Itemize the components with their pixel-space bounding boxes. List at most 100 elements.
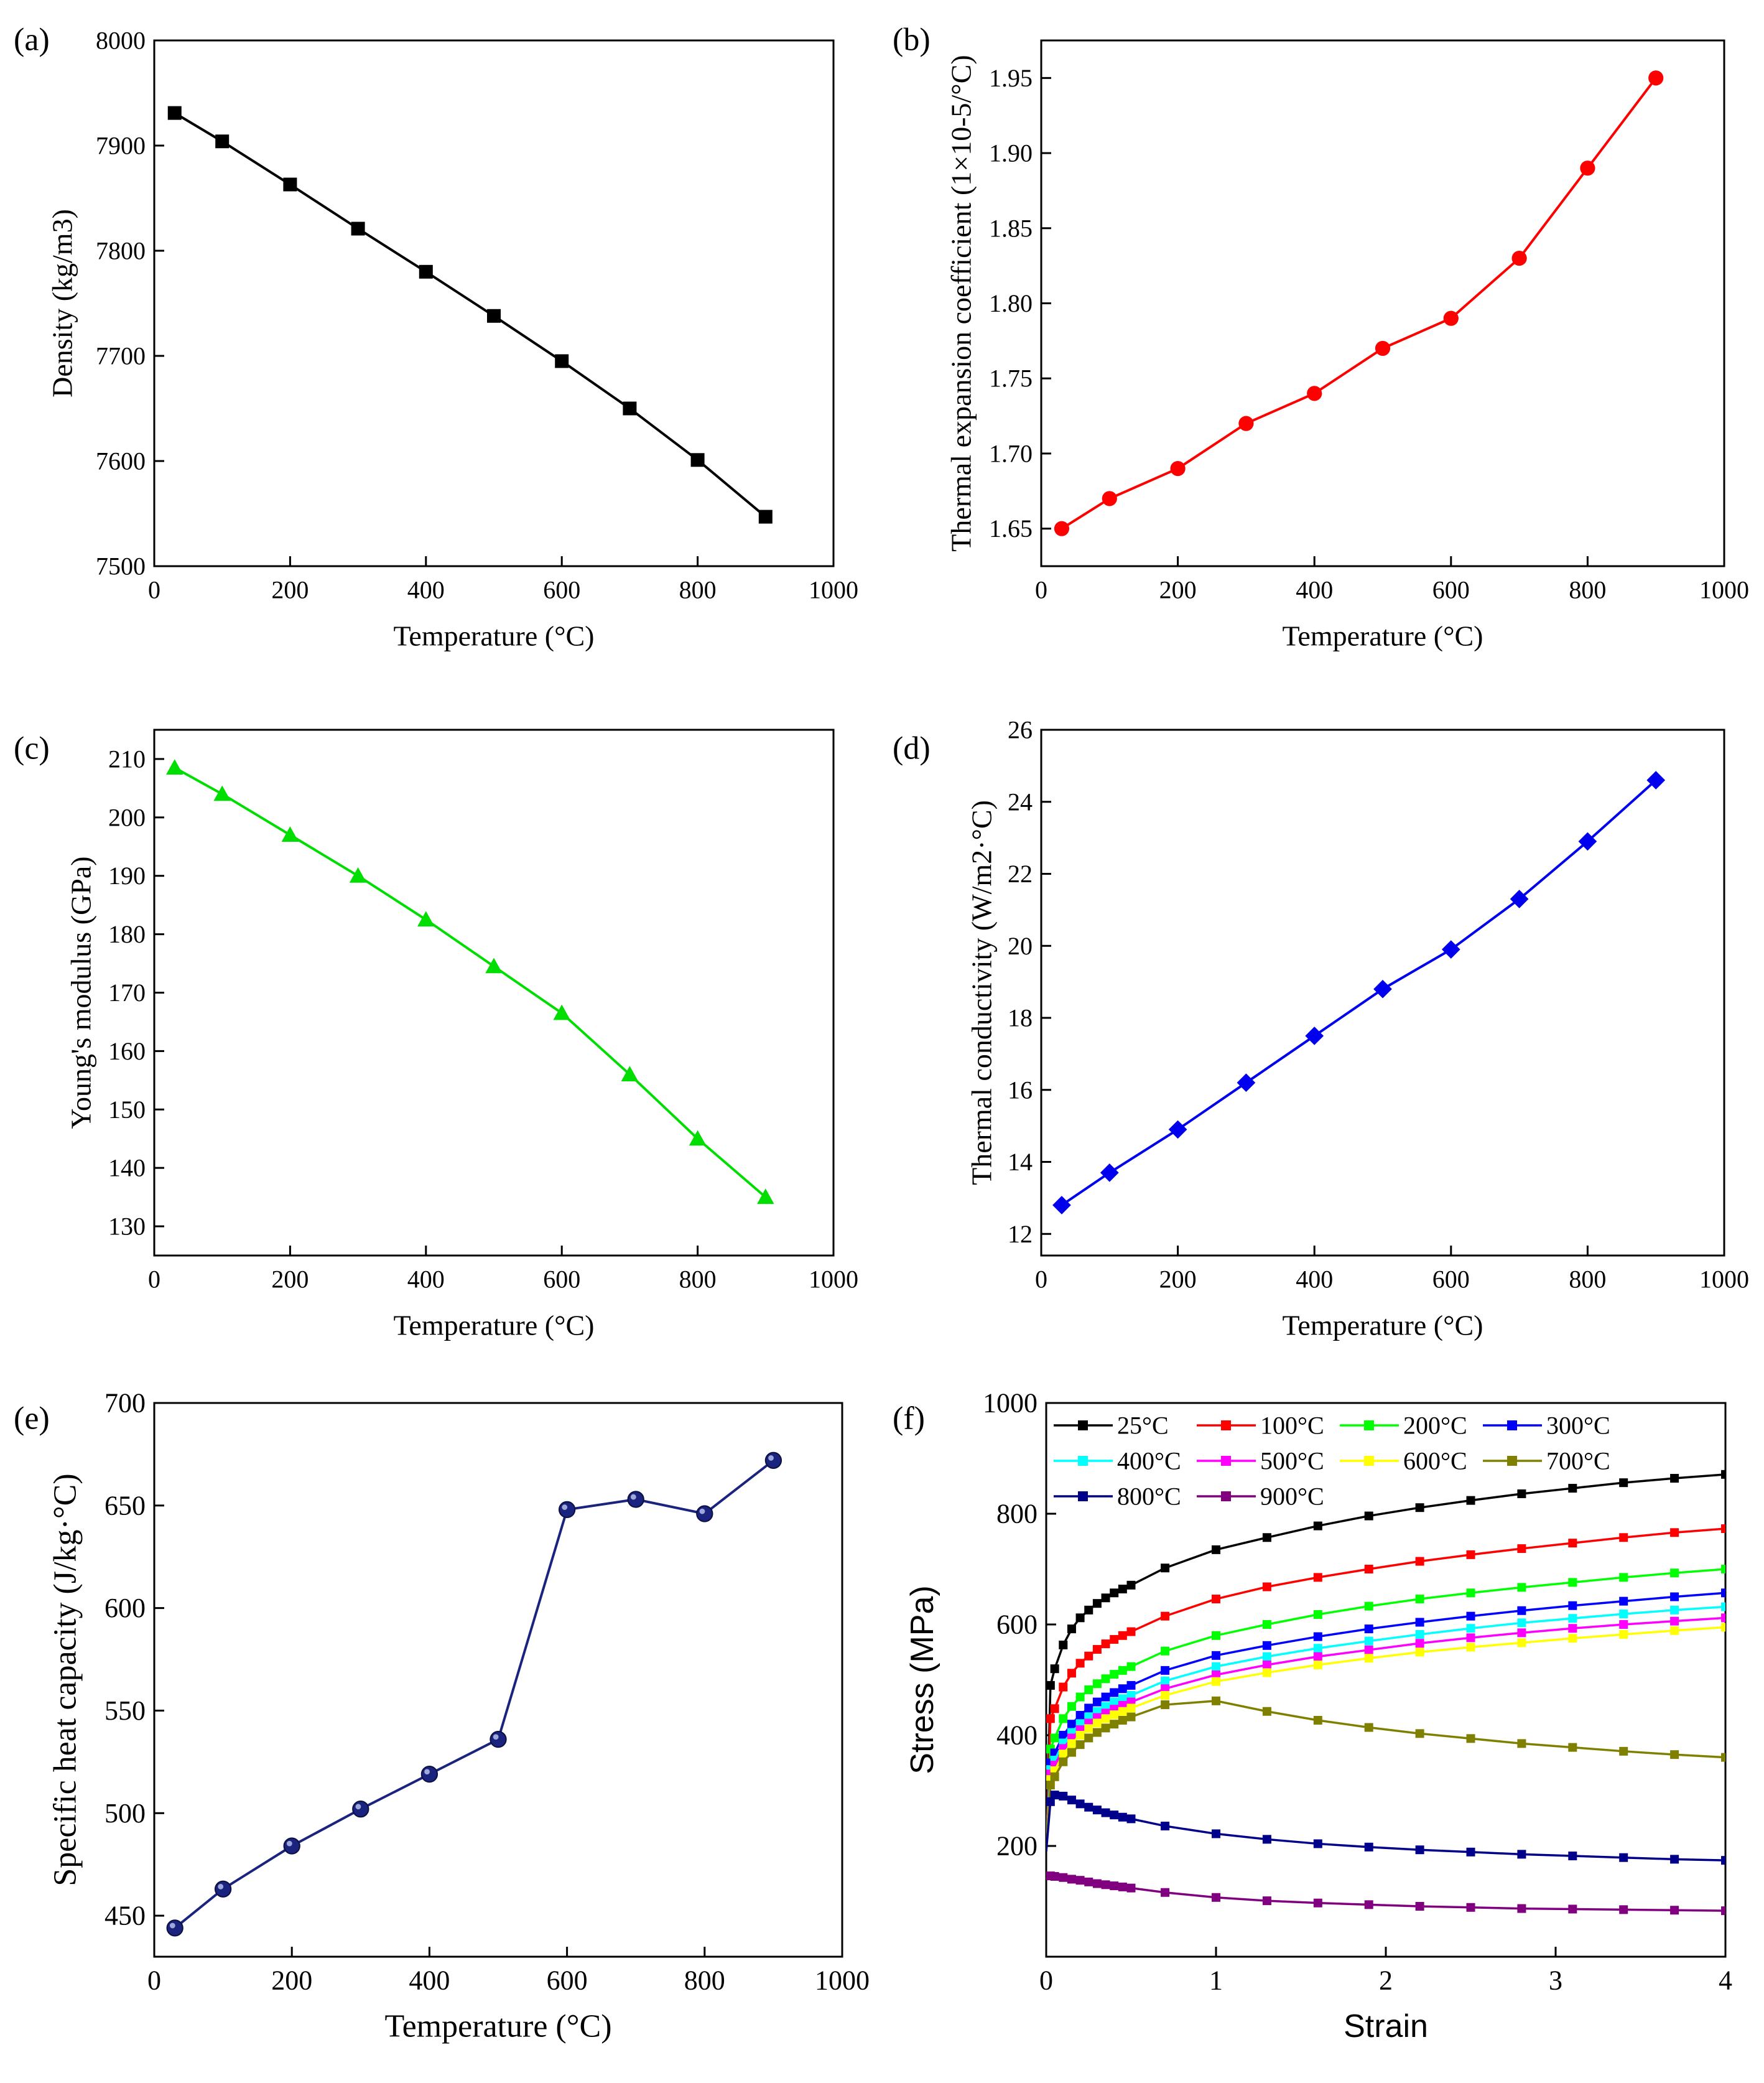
y-tick-label: 24 [1008,788,1033,816]
legend-item: 200°C [1340,1412,1467,1440]
series-line [1061,77,1657,530]
data-point [1568,1614,1577,1623]
legend-label: 200°C [1403,1412,1467,1440]
legend-swatch-marker [1078,1456,1088,1466]
data-point [1118,1631,1127,1640]
x-tick-label: 800 [1569,576,1606,604]
y-tick-label: 7900 [96,132,146,160]
data-point [1262,1620,1271,1629]
data-point [1415,1902,1424,1911]
data-point [166,1919,183,1937]
data-point [1262,1660,1271,1669]
y-tick-label: 650 [104,1490,146,1521]
data-point [1517,1628,1526,1638]
y-tick-label: 160 [108,1037,146,1065]
data-point [1670,1855,1679,1864]
data-point [1101,1702,1110,1711]
chart-panel-a: (a) 0 200 400 600 800 1000 7500 7600 7700 7800 7900… [14,22,858,652]
panel-label: (d) [893,731,931,767]
y-axis-label: Density (kg/m3) [47,209,78,398]
data-point [1619,1853,1628,1862]
y-tick-label: 7500 [96,552,146,580]
x-tick-label: 1 [1209,1965,1223,1996]
data-point [1050,1733,1059,1743]
legend-label: 300°C [1546,1412,1610,1440]
ball-highlight [630,1494,636,1500]
y-tick-label: 7600 [96,447,146,475]
x-axis-label: Temperature (°C) [1283,1310,1483,1341]
data-point [1126,1883,1136,1893]
data-point [1212,1696,1220,1705]
ball-highlight [355,1804,361,1810]
data-point [1619,1533,1628,1542]
legend-item: 700°C [1483,1447,1610,1475]
data-point [1054,521,1070,536]
panel-label: (f) [893,1401,925,1437]
data-point [1313,1610,1322,1619]
ball-body [352,1801,369,1818]
y-tick-label: 7800 [96,237,146,265]
data-point [1110,1881,1119,1891]
data-point [1466,1550,1475,1559]
data-point [215,134,230,149]
data-point [1373,979,1392,999]
data-point [1517,1850,1526,1859]
data-point [1212,1662,1220,1671]
data-point [1619,1630,1628,1639]
data-point [419,264,433,279]
data-point [1415,1557,1424,1566]
legend: 25°C 100°C 200°C 300°C 400°C 500°C 600°C 700°C 8… [1054,1412,1610,1511]
y-tick-label: 12 [1008,1220,1033,1248]
plot-frame [1040,729,1725,1257]
data-point [417,911,435,927]
series-line [1046,1794,1725,1862]
data-point [1067,1796,1076,1805]
data-point [1466,1734,1475,1743]
data-point [1161,1684,1170,1694]
legend-swatch-marker [1221,1491,1231,1501]
x-axis-label: Temperature (°C) [1283,620,1483,652]
chart-panel-d: (d) 0 200 400 600 800 1000 12 14 16 18 20 22 24 26 Temp… [893,716,1749,1341]
data-point [1075,1876,1085,1885]
data-point [166,759,183,775]
plot-frame [153,729,835,1257]
data-point [627,1491,644,1508]
data-point [689,1130,707,1146]
y-tick-label: 200 [996,1831,1038,1862]
legend-item: 500°C [1197,1447,1324,1475]
y-axis-label: Thermal conductivity (W/m2·°C) [966,800,998,1185]
data-point [1067,1702,1076,1711]
data-point [1238,416,1254,431]
data-point [1126,1580,1136,1590]
data-point [1466,1643,1475,1652]
data-point [1046,1781,1055,1790]
data-point [1262,1896,1271,1906]
y-tick-label: 1.70 [989,439,1033,467]
data-point [1364,1565,1373,1573]
data-point [1313,1521,1322,1531]
data-point [1619,1573,1628,1582]
data-point [1050,1704,1059,1713]
data-point [1092,1806,1102,1815]
ball-highlight [493,1734,499,1740]
data-point [1568,1601,1577,1610]
data-point [352,1801,369,1818]
data-point [490,1730,507,1748]
y-tick-label: 1.80 [989,289,1033,317]
data-point [1517,1489,1526,1498]
legend-swatch-marker [1221,1420,1231,1430]
data-point [1375,340,1391,356]
legend-label: 700°C [1546,1447,1610,1475]
x-axis-label: Temperature (°C) [384,2009,611,2044]
data-point [1364,1601,1373,1611]
data-point [1364,1654,1373,1663]
data-point [1568,1743,1577,1752]
data-point [1670,1592,1679,1601]
data-point [1118,1715,1127,1725]
data-point [1670,1906,1679,1915]
data-point [1305,1027,1324,1045]
data-point [1262,1668,1271,1677]
data-point [1364,1511,1373,1521]
data-point [1517,1544,1526,1554]
chart-panel-f: (f) 0 1 2 3 4 200 400 600 800 1000 Strain Stress (MP… [893,1388,1732,2045]
